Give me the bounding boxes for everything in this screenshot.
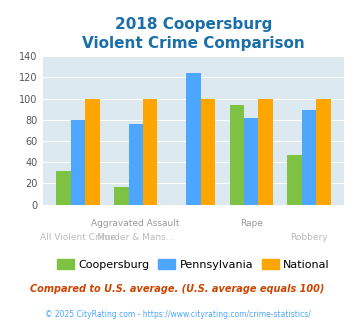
Bar — [56, 171, 71, 205]
Bar — [114, 186, 129, 205]
Text: Aggravated Assault: Aggravated Assault — [92, 219, 180, 228]
Bar — [244, 117, 258, 205]
Text: Murder & Mans...: Murder & Mans... — [97, 233, 174, 242]
Bar — [129, 124, 143, 205]
Text: Rape: Rape — [240, 219, 263, 228]
Title: 2018 Coopersburg
Violent Crime Comparison: 2018 Coopersburg Violent Crime Compariso… — [82, 17, 305, 51]
Bar — [85, 99, 100, 205]
Text: © 2025 CityRating.com - https://www.cityrating.com/crime-statistics/: © 2025 CityRating.com - https://www.city… — [45, 310, 310, 319]
Bar — [287, 155, 302, 205]
Bar — [258, 99, 273, 205]
Text: All Violent Crime: All Violent Crime — [40, 233, 116, 242]
Legend: Coopersburg, Pennsylvania, National: Coopersburg, Pennsylvania, National — [53, 255, 334, 274]
Bar — [201, 99, 215, 205]
Text: Compared to U.S. average. (U.S. average equals 100): Compared to U.S. average. (U.S. average … — [30, 284, 325, 294]
Bar — [143, 99, 157, 205]
Bar — [302, 110, 316, 205]
Text: Robbery: Robbery — [290, 233, 328, 242]
Bar — [186, 73, 201, 205]
Bar — [71, 120, 85, 205]
Bar — [230, 105, 244, 205]
Bar — [316, 99, 331, 205]
